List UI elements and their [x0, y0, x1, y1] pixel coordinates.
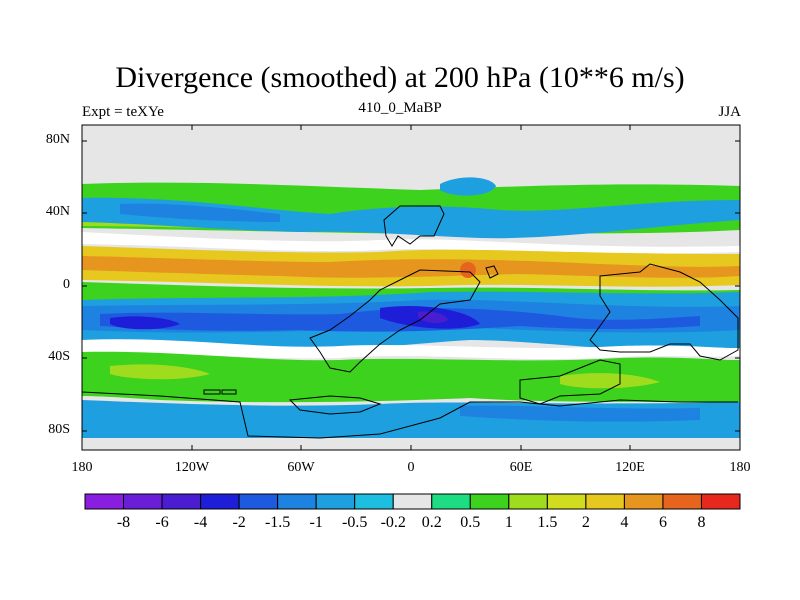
- colorbar-label: 1: [504, 514, 513, 531]
- coast-madagascar: [485, 265, 499, 279]
- lon-tick-120w: 120W: [174, 460, 210, 475]
- band-south-positive: [82, 351, 740, 404]
- colorbar-swatch: [623, 493, 664, 510]
- colorbar-swatch: [277, 493, 317, 510]
- gap-south: [82, 339, 740, 359]
- colorbar-swatch: [84, 493, 125, 510]
- band-polar-negative-core: [460, 405, 700, 422]
- lat-tick-40n: 40N: [45, 204, 70, 219]
- lon-tick-60w: 60W: [287, 460, 315, 475]
- lat-tick-80n: 80N: [45, 132, 70, 147]
- colorbar-swatch: [315, 493, 356, 510]
- colorbar-label: -1: [309, 514, 323, 531]
- experiment-label: Expt = teXYe: [82, 104, 164, 120]
- lon-tick-60e: 60E: [509, 460, 533, 475]
- band-south-positive-light-east: [560, 373, 660, 389]
- band-north-negative: [82, 197, 740, 239]
- colorbar-swatch: [354, 493, 394, 510]
- axis-ticks: [81, 125, 741, 450]
- coast-australia: [519, 359, 621, 405]
- coast-island-1: [203, 389, 221, 395]
- coast-europe: [309, 269, 481, 373]
- colorbar-swatch: [123, 493, 163, 510]
- colorbar-label: -6: [155, 514, 169, 531]
- colorbar-label: -0.2: [380, 514, 406, 531]
- colorbar-label: 8: [697, 514, 706, 531]
- colorbar-swatch: [238, 493, 279, 510]
- lon-tick-180w: 180: [71, 460, 93, 475]
- colorbar-swatch: [662, 493, 702, 510]
- colorbar-swatch: [585, 493, 625, 510]
- colorbar-label: -4: [193, 514, 208, 531]
- band-tropical-positive-strong: [82, 256, 740, 278]
- divergence-field: [82, 125, 740, 450]
- colorbar: [84, 493, 741, 510]
- colorbar-label: -2: [232, 514, 246, 531]
- run-label: 410_0_MaBP: [358, 100, 442, 116]
- coastlines: [81, 205, 739, 439]
- polar-neutral: [82, 438, 740, 450]
- colorbar-label: 0.5: [460, 514, 481, 531]
- lon-tick-0: 0: [407, 460, 415, 475]
- coast-antarctica: [81, 391, 738, 439]
- lat-tick-40s: 40S: [48, 349, 70, 364]
- lat-tick-80s: 80S: [48, 422, 70, 437]
- lon-tick-180e: 180: [729, 460, 751, 475]
- colorbar-swatch: [700, 493, 741, 510]
- blob-north-negative: [440, 177, 496, 196]
- coast-south-america-tip: [288, 395, 382, 415]
- colorbar-label: 1.5: [537, 514, 558, 531]
- colorbar-label: 0.2: [421, 514, 442, 531]
- colorbar-swatch: [508, 493, 548, 510]
- coast-asia: [589, 263, 739, 361]
- colorbar-label: -8: [116, 514, 131, 531]
- core-south-negative: [110, 316, 180, 330]
- coast-island-2: [221, 389, 237, 395]
- coast-africa: [383, 205, 445, 247]
- colorbar-swatch: [200, 493, 240, 510]
- colorbar-swatch: [431, 493, 471, 510]
- page-title: Divergence (smoothed) at 200 hPa (10**6 …: [115, 61, 685, 94]
- colorbar-label: 2: [581, 514, 590, 531]
- colorbar-swatch: [161, 493, 202, 510]
- colorbar-swatch: [469, 493, 510, 510]
- band-north-negative-core: [120, 203, 280, 222]
- lon-tick-120e: 120E: [615, 460, 645, 475]
- band-south-positive-light: [110, 364, 210, 380]
- season-label: JJA: [718, 104, 741, 120]
- lat-tick-0: 0: [63, 277, 70, 292]
- colorbar-label: 4: [620, 514, 629, 531]
- colorbar-label: -0.5: [342, 514, 368, 531]
- colorbar-swatch: [546, 493, 587, 510]
- core-south-negative-max: [418, 311, 448, 323]
- colorbar-label: -1.5: [264, 514, 291, 531]
- colorbar-swatch: [392, 493, 433, 510]
- colorbar-label: 6: [658, 514, 667, 531]
